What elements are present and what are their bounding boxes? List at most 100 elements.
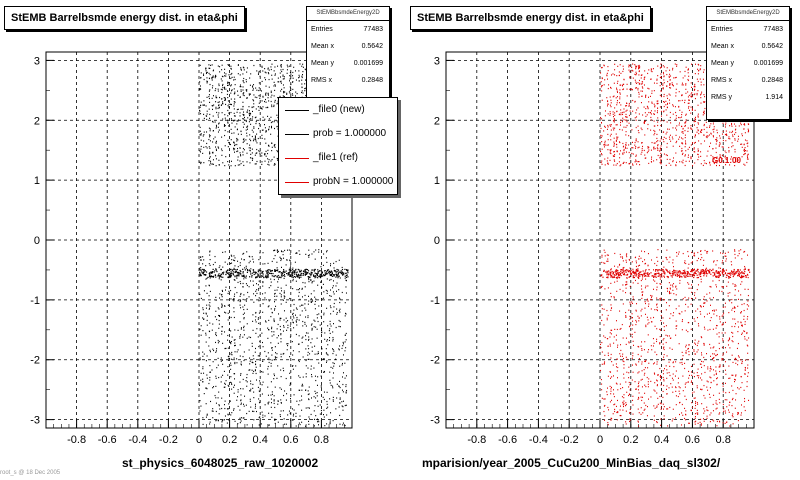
scatter-point: [267, 373, 269, 375]
scatter-point: [271, 393, 273, 395]
scatter-point: [606, 319, 608, 321]
scatter-point: [264, 292, 266, 294]
scatter-point: [667, 80, 669, 83]
scatter-point: [625, 144, 627, 146]
scatter-point: [200, 145, 202, 148]
scatter-point: [270, 308, 272, 310]
scatter-point: [223, 386, 225, 388]
scatter-point: [612, 111, 614, 113]
scatter-point: [307, 272, 309, 274]
scatter-point: [688, 105, 690, 108]
scatter-point: [604, 142, 606, 144]
scatter-point: [672, 161, 674, 163]
scatter-point: [273, 378, 275, 380]
scatter-point: [628, 114, 630, 117]
scatter-point: [657, 65, 659, 67]
scatter-point: [258, 300, 260, 302]
scatter-point: [600, 136, 602, 139]
scatter-point: [656, 111, 658, 114]
scatter-point: [301, 287, 303, 289]
scatter-point: [246, 89, 248, 91]
scatter-point: [715, 147, 717, 149]
scatter-point: [249, 162, 251, 164]
scatter-point: [321, 358, 323, 360]
scatter-point: [681, 131, 683, 133]
scatter-point: [267, 269, 269, 271]
scatter-point: [250, 406, 252, 408]
scatter-point: [262, 285, 264, 287]
scatter-point: [651, 92, 653, 94]
scatter-point: [614, 153, 616, 156]
scatter-point: [725, 164, 727, 166]
scatter-point: [261, 161, 263, 163]
scatter-point: [622, 353, 624, 355]
scatter-point: [296, 308, 298, 310]
scatter-point: [249, 138, 251, 140]
scatter-point: [691, 128, 693, 130]
scatter-point: [668, 99, 670, 101]
scatter-point: [335, 285, 337, 287]
scatter-point: [670, 292, 672, 294]
scatter-point: [333, 275, 335, 277]
scatter-point: [301, 76, 303, 79]
scatter-point: [298, 80, 300, 82]
scatter-point: [305, 316, 307, 318]
scatter-point: [240, 372, 242, 375]
scatter-point: [601, 341, 603, 344]
scatter-point: [306, 269, 309, 271]
scatter-point: [234, 259, 236, 262]
scatter-point: [199, 85, 201, 87]
scatter-point: [607, 258, 609, 260]
scatter-point: [669, 84, 671, 86]
scatter-point: [322, 283, 324, 285]
scatter-point: [243, 312, 245, 314]
scatter-point: [733, 123, 735, 125]
scatter-point: [267, 92, 269, 94]
scatter-point: [280, 388, 282, 390]
scatter-point: [257, 274, 260, 276]
scatter-point: [240, 162, 242, 165]
scatter-point: [258, 402, 260, 404]
scatter-point: [237, 260, 239, 262]
scatter-point: [307, 358, 309, 360]
scatter-point: [309, 418, 311, 420]
scatter-point: [740, 120, 742, 122]
scatter-point: [623, 88, 625, 90]
scatter-point: [199, 267, 201, 269]
scatter-point: [241, 258, 243, 260]
scatter-point: [267, 68, 269, 70]
scatter-point: [233, 142, 235, 144]
scatter-point: [209, 423, 211, 425]
scatter-point: [307, 303, 309, 305]
scatter-point: [223, 404, 225, 406]
scatter-point: [604, 143, 606, 146]
scatter-point: [685, 66, 687, 68]
scatter-point: [268, 118, 270, 120]
scatter-point: [321, 347, 323, 350]
scatter-point: [722, 422, 724, 424]
scatter-point: [239, 160, 241, 162]
scatter-point: [234, 275, 236, 277]
scatter-point: [209, 67, 211, 69]
scatter-point: [647, 150, 649, 153]
scatter-point: [694, 88, 696, 90]
scatter-point: [214, 270, 216, 272]
scatter-point: [246, 323, 248, 325]
scatter-point: [302, 281, 304, 284]
scatter-point: [305, 373, 307, 375]
scatter-point: [273, 70, 275, 72]
scatter-point: [227, 292, 229, 295]
scatter-point: [256, 160, 258, 163]
scatter-point: [330, 270, 332, 272]
scatter-point: [607, 103, 609, 105]
scatter-point: [283, 277, 285, 280]
scatter-point: [673, 77, 675, 79]
scatter-point: [260, 275, 262, 277]
scatter-point: [236, 274, 238, 276]
scatter-point: [224, 331, 226, 333]
scatter-point: [744, 152, 746, 155]
scatter-point: [249, 77, 251, 79]
scatter-point: [724, 306, 726, 308]
scatter-point: [713, 394, 715, 396]
scatter-point: [667, 335, 669, 337]
